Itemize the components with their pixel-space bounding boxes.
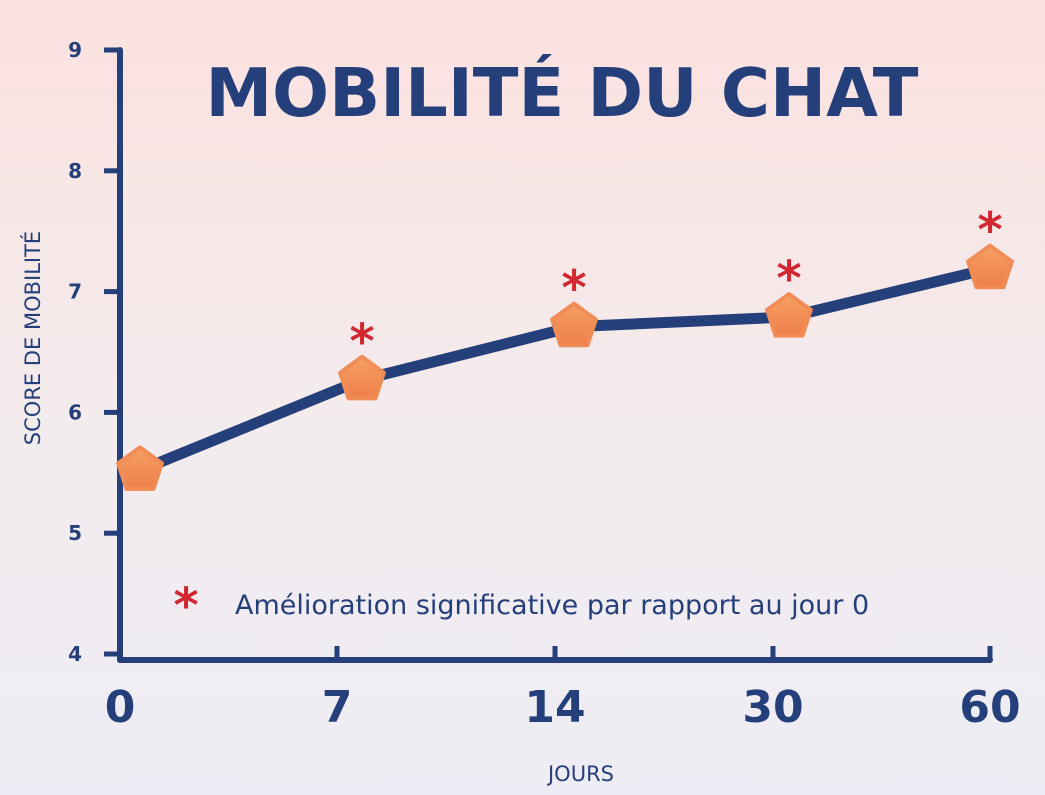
y-tick-label: 9 [68,38,82,62]
y-tick-label: 8 [68,159,82,183]
y-ticks: 4 5 6 7 8 9 [68,38,120,666]
data-point-marker [966,243,1014,290]
series-mobility [116,243,1014,491]
y-tick-label: 6 [68,400,82,424]
y-tick-label: 4 [68,642,82,666]
significance-star: * [561,261,586,317]
significance-star: * [977,203,1002,259]
significance-star: * [776,251,801,307]
x-ticks: 0 7 14 30 60 [105,646,1021,733]
x-tick-label: 14 [524,682,585,733]
data-point-marker [765,292,813,338]
x-axis-label: JOURS [546,762,614,786]
legend-text: Amélioration significative par rapport a… [235,590,869,621]
axes [117,47,993,663]
x-tick-label: 60 [959,682,1020,733]
data-point-marker [550,301,598,348]
data-point-marker [338,354,386,401]
legend-star-icon: * [173,578,198,634]
x-tick-label: 0 [105,682,136,733]
y-tick-label: 7 [68,280,82,304]
y-tick-label: 5 [68,521,82,545]
data-point-marker [116,445,164,491]
chart-title: MOBILITÉ DU CHAT [206,53,919,132]
significance-star: * [349,314,374,370]
y-axis-label: SCORE DE MOBILITÉ [20,231,45,445]
x-tick-label: 30 [742,682,803,733]
significance-markers: * * * * [349,203,1002,370]
x-tick-label: 7 [322,682,353,733]
legend: * Amélioration significative par rapport… [173,578,869,634]
